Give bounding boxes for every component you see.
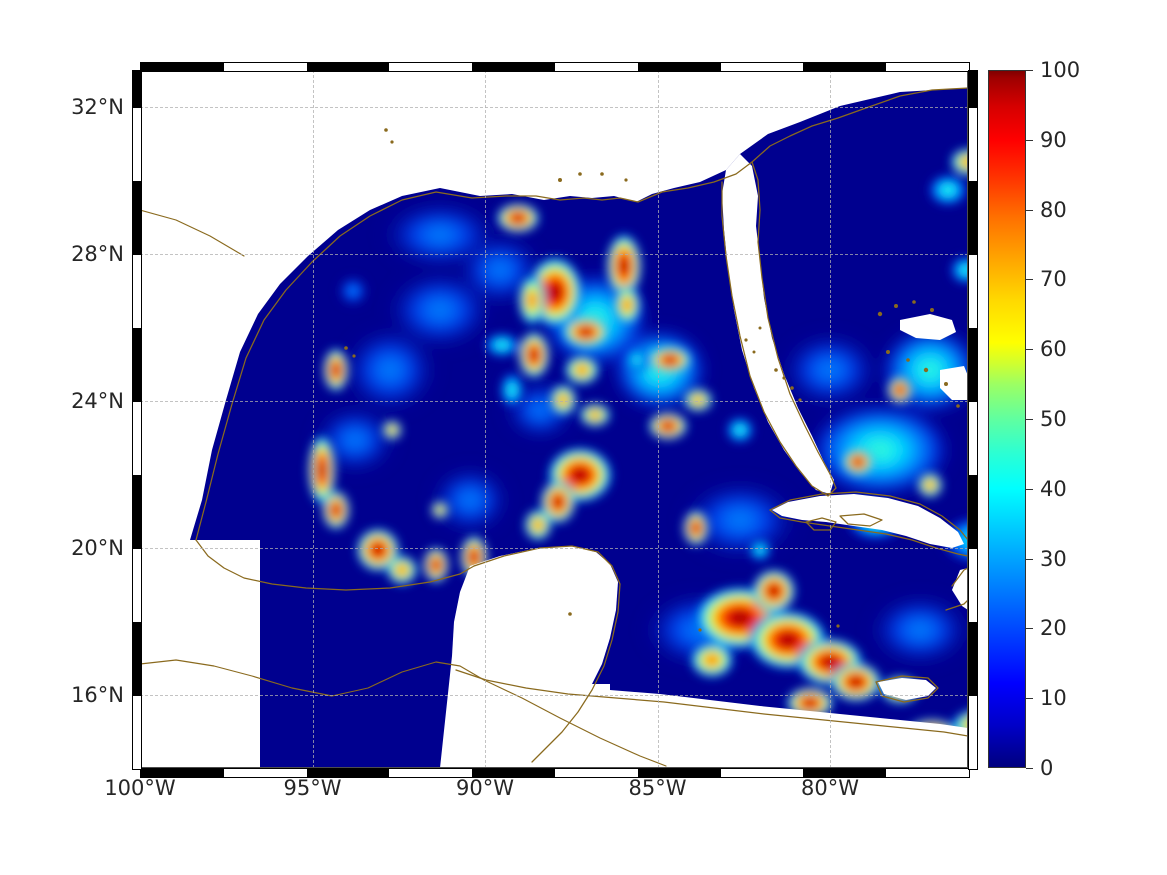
colorbar-label-20: 20 <box>1040 616 1067 641</box>
x-tick-label-100w: 100°W <box>104 776 176 800</box>
colorbar-tick-20 <box>1026 628 1033 630</box>
gridline-lat-20 <box>140 547 968 549</box>
gridlines <box>140 70 968 768</box>
gridline-lat-32 <box>140 106 968 108</box>
colorbar-label-100: 100 <box>1040 58 1081 82</box>
y-tick-label-24n: 24°N <box>71 388 124 413</box>
gridline-lon-90 <box>485 70 486 768</box>
colorbar-tick-50 <box>1026 419 1033 420</box>
map-axes[interactable] <box>140 70 968 768</box>
gridline-lon-85 <box>657 70 659 768</box>
colorbar-tick-90 <box>1026 139 1033 141</box>
x-tick-label-80w: 80°W <box>801 776 859 800</box>
x-tick-label-85w: 85°W <box>628 776 687 800</box>
gridline-lat-24 <box>140 400 968 402</box>
colorbar-label-50: 50 <box>1040 407 1067 431</box>
colorbar-label-0: 0 <box>1040 756 1054 780</box>
small-islands <box>344 128 960 632</box>
colorbar-tick-40 <box>1026 488 1033 490</box>
y-tick-label-28n: 28°N <box>71 241 124 266</box>
gridline-lon-80 <box>830 70 831 768</box>
map-data-clip <box>140 70 968 768</box>
colorbar[interactable]: 100 90 80 70 60 50 40 30 20 10 0 <box>988 58 1080 780</box>
colorbar-tick-80 <box>1026 209 1033 211</box>
gridline-lat-28 <box>140 253 968 255</box>
frame-left <box>132 70 142 770</box>
colorbar-tick-70 <box>1026 279 1033 281</box>
colorbar-label-40: 40 <box>1040 476 1067 501</box>
frame-bottom <box>140 768 970 778</box>
colorbar-gradient <box>988 70 1026 768</box>
gridline-lon-95 <box>312 70 314 768</box>
colorbar-label-60: 60 <box>1040 337 1067 362</box>
y-tick-label-16n: 16°N <box>71 682 124 707</box>
y-tick-label-32n: 32°N <box>71 94 124 119</box>
x-tick-label-90w: 90°W <box>456 776 514 800</box>
coastlines <box>140 87 968 767</box>
colorbar-label-10: 10 <box>1040 686 1067 711</box>
colorbar-label-70: 70 <box>1040 267 1067 292</box>
y-tick-label-20n: 20°N <box>71 535 124 560</box>
colorbar-tick-60 <box>1026 349 1033 351</box>
frame-top <box>140 62 970 72</box>
x-tick-label-95w: 95°W <box>283 776 342 800</box>
colorbar-tick-10 <box>1026 698 1033 700</box>
gridline-lat-16 <box>140 694 968 696</box>
colorbar-tick-100 <box>1026 70 1033 71</box>
colorbar-tick-0 <box>1026 768 1033 769</box>
frame-right <box>968 70 978 770</box>
colorbar-label-90: 90 <box>1040 127 1067 152</box>
colorbar-tick-30 <box>1026 558 1033 560</box>
colorbar-label-80: 80 <box>1040 197 1067 222</box>
colorbar-label-30: 30 <box>1040 546 1067 571</box>
